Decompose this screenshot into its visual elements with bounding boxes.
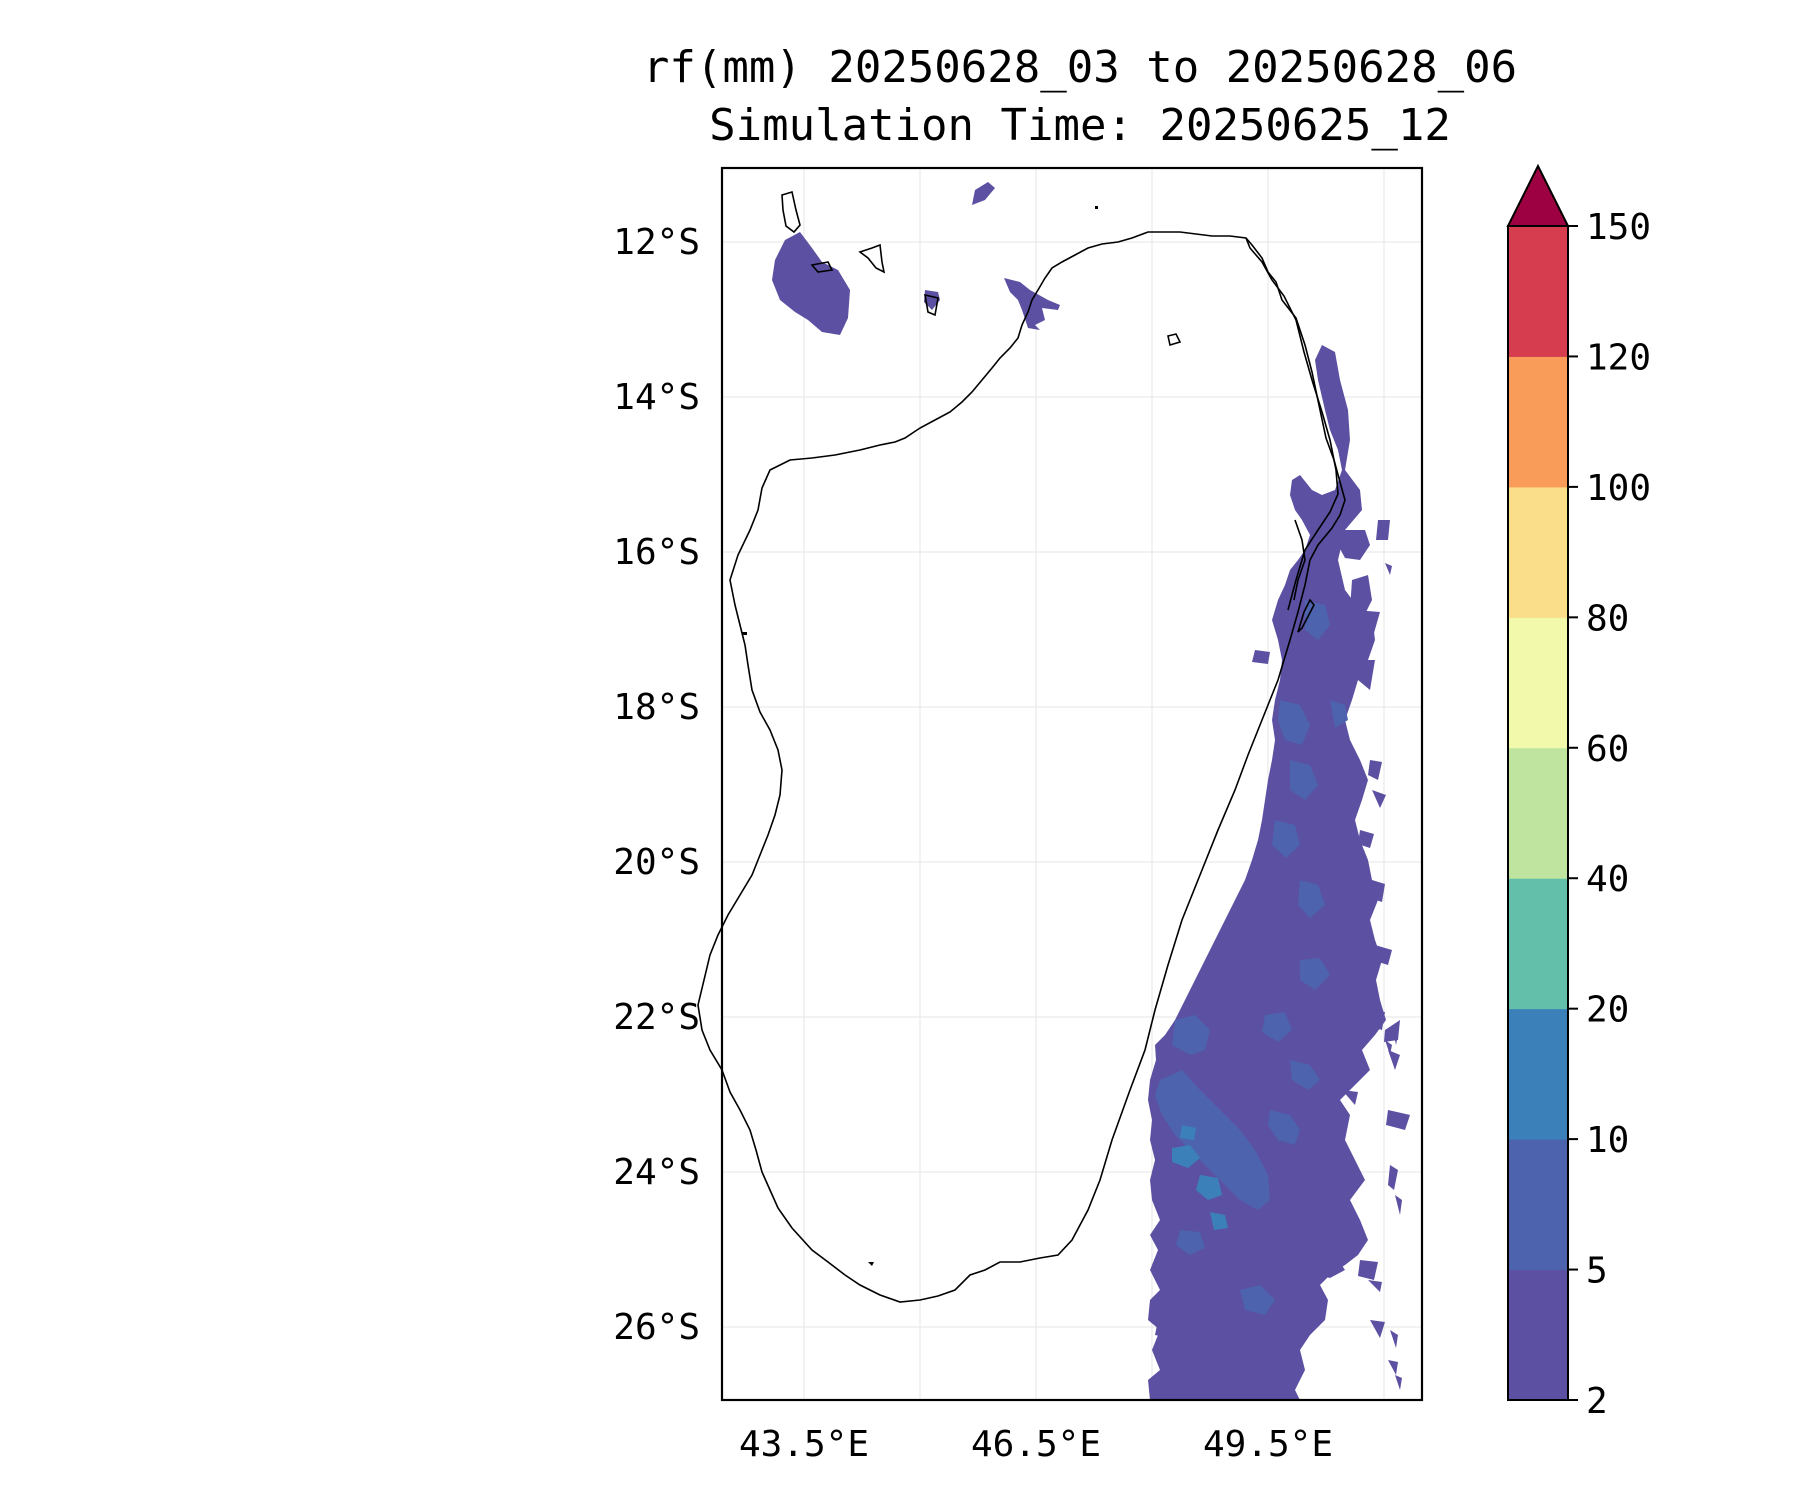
colorbar-tick-label: 40 — [1586, 859, 1629, 900]
colorbar-tick-label: 100 — [1586, 468, 1651, 509]
colorbar-segment — [1508, 1269, 1568, 1401]
longitude-tick-labels: 43.5°E 46.5°E 49.5°E — [739, 1424, 1333, 1465]
colorbar-tick-label: 10 — [1586, 1120, 1629, 1161]
colorbar-segment — [1508, 226, 1568, 357]
colorbar-segment — [1508, 356, 1568, 488]
lat-tick-label: 12°S — [613, 222, 700, 263]
nosy-boraha-island — [1297, 598, 1315, 633]
colorbar-segment — [1508, 1008, 1568, 1140]
lat-tick-label: 24°S — [613, 1152, 700, 1193]
rainfall-5-10mm-areas — [1155, 600, 1348, 1315]
lat-tick-label: 16°S — [613, 532, 700, 573]
colorbar-frame — [1507, 225, 1569, 1401]
bay-detail — [1293, 519, 1306, 601]
lon-tick-label: 43.5°E — [739, 1424, 869, 1465]
colorbar-tick-labels: 2 5 10 20 40 60 80 100 120 150 — [1568, 207, 1651, 1422]
colorbar-tick-label: 120 — [1586, 337, 1651, 378]
glorioso-dot — [1095, 206, 1098, 209]
anjouan-island — [810, 261, 834, 273]
lat-tick-label: 20°S — [613, 842, 700, 883]
madagascar-coastline — [697, 231, 1346, 1303]
map-frame — [720, 166, 1424, 1402]
madagascar-northeast-coast — [1245, 237, 1339, 611]
colorbar-segment — [1508, 486, 1568, 618]
colorbar-tick-label: 80 — [1586, 598, 1629, 639]
lat-tick-label: 14°S — [613, 377, 700, 418]
colorbar-tick-label: 5 — [1586, 1251, 1608, 1292]
moheli-island — [858, 243, 886, 274]
map-panel — [697, 166, 1424, 1402]
colorbar-tick-label: 20 — [1586, 990, 1629, 1031]
lon-tick-label: 46.5°E — [971, 1424, 1101, 1465]
juan-de-nova-dot — [742, 632, 747, 635]
colorbar: 2 5 10 20 40 60 80 100 120 150 — [1506, 163, 1651, 1422]
title-line-1: rf(mm) 20250628_03 to 20250628_06 — [643, 42, 1517, 93]
colorbar-segment — [1508, 878, 1568, 1010]
lon-tick-label: 49.5°E — [1203, 1424, 1333, 1465]
europa-dot — [868, 1262, 874, 1266]
colorbar-tick-label: 2 — [1586, 1381, 1608, 1422]
lat-tick-label: 22°S — [613, 997, 700, 1038]
map-gridlines — [722, 168, 1422, 1400]
nosy-be-island — [1167, 333, 1182, 347]
lat-tick-label: 18°S — [613, 687, 700, 728]
colorbar-segment — [1508, 1139, 1568, 1271]
colorbar-extend-arrow — [1506, 163, 1570, 227]
rainfall-10-20mm-areas — [1172, 1125, 1228, 1230]
colorbar-segments — [1508, 226, 1568, 1401]
mayotte-island — [924, 293, 939, 317]
lat-tick-label: 26°S — [613, 1307, 700, 1348]
colorbar-tick-label: 60 — [1586, 729, 1629, 770]
latitude-tick-labels: 12°S 14°S 16°S 18°S 20°S 22°S 24°S 26°S — [613, 222, 700, 1348]
mayotte-comoros-island — [781, 190, 801, 234]
colorbar-tick-label: 150 — [1586, 207, 1651, 248]
colorbar-segment — [1508, 747, 1568, 879]
title-line-2: Simulation Time: 20250625_12 — [709, 100, 1451, 151]
colorbar-segment — [1508, 617, 1568, 749]
